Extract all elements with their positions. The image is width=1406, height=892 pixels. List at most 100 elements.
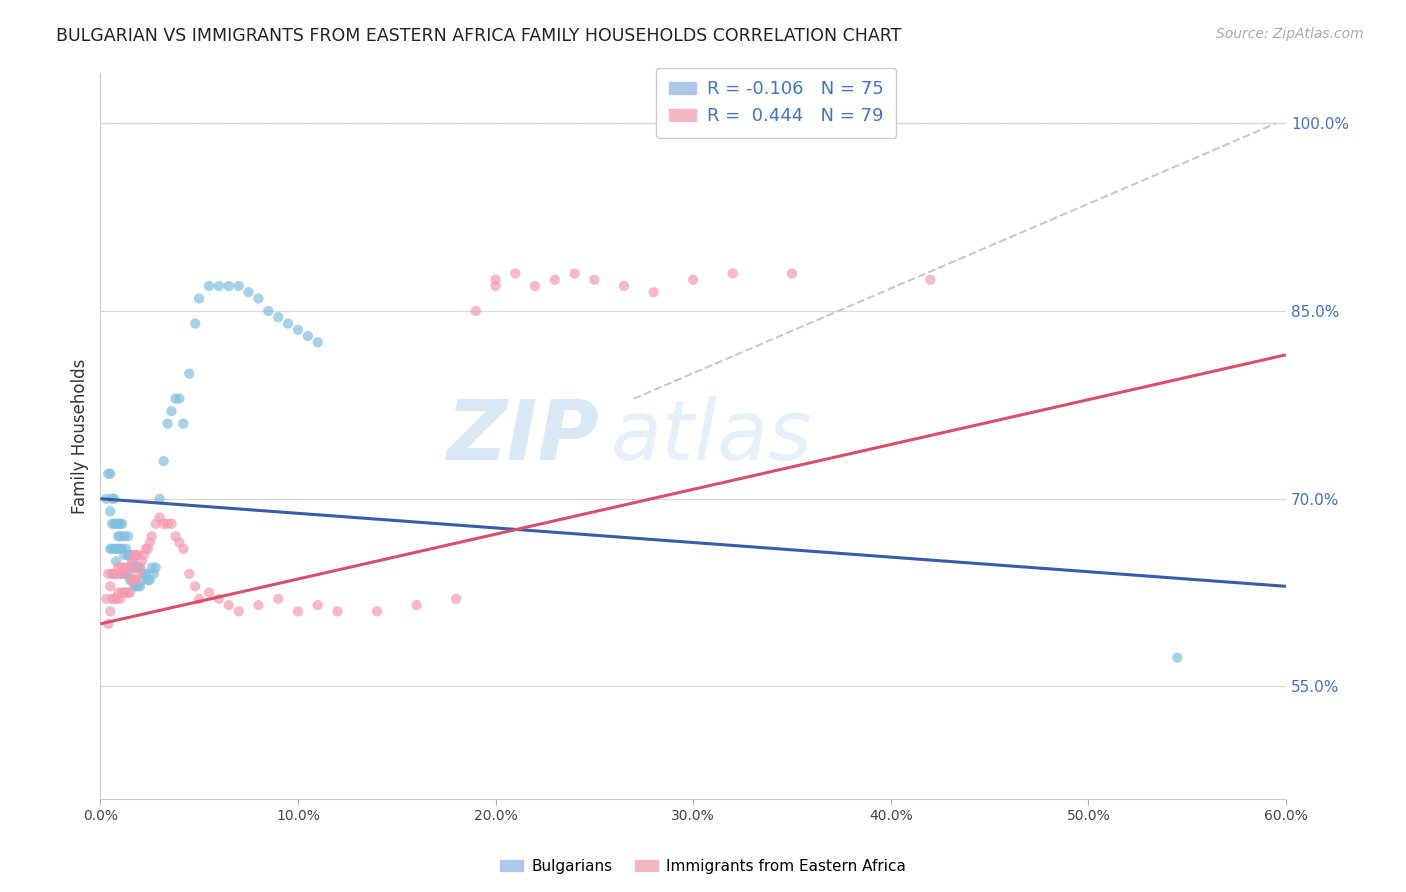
Point <box>172 417 194 431</box>
Legend: R = -0.106   N = 75, R =  0.444   N = 79: R = -0.106 N = 75, R = 0.444 N = 79 <box>657 68 896 138</box>
Point <box>117 560 139 574</box>
Point <box>107 541 129 556</box>
Point <box>484 279 506 293</box>
Point <box>96 591 118 606</box>
Point <box>160 404 183 418</box>
Point <box>267 591 290 606</box>
Point <box>112 560 135 574</box>
Point <box>121 573 143 587</box>
Point <box>145 516 167 531</box>
Point <box>228 604 250 618</box>
Point <box>111 560 134 574</box>
Point <box>121 573 143 587</box>
Point <box>179 367 201 381</box>
Point <box>136 573 159 587</box>
Point <box>103 566 125 581</box>
Point <box>107 585 129 599</box>
Point <box>117 566 139 581</box>
Point <box>97 566 120 581</box>
Point <box>307 335 329 350</box>
Point <box>127 566 149 581</box>
Point <box>135 566 157 581</box>
Point <box>141 560 163 574</box>
Text: ZIP: ZIP <box>446 396 599 476</box>
Point <box>98 467 121 481</box>
Point <box>107 560 129 574</box>
Point <box>366 604 388 618</box>
Point <box>115 585 138 599</box>
Point <box>721 267 744 281</box>
Point <box>117 529 139 543</box>
Point <box>267 310 290 325</box>
Point <box>188 591 211 606</box>
Point <box>152 454 174 468</box>
Point <box>583 273 606 287</box>
Point <box>111 585 134 599</box>
Point <box>156 417 179 431</box>
Point <box>136 541 159 556</box>
Point <box>101 591 124 606</box>
Point <box>179 566 201 581</box>
Point <box>228 279 250 293</box>
Point <box>122 573 145 587</box>
Point <box>121 554 143 568</box>
Point <box>326 604 349 618</box>
Point <box>1166 650 1188 665</box>
Point <box>780 267 803 281</box>
Point <box>165 392 187 406</box>
Y-axis label: Family Households: Family Households <box>72 359 89 514</box>
Point <box>122 560 145 574</box>
Point <box>97 467 120 481</box>
Point <box>105 554 128 568</box>
Point <box>405 598 427 612</box>
Text: atlas: atlas <box>610 396 811 476</box>
Point <box>505 267 527 281</box>
Point <box>112 529 135 543</box>
Point <box>125 579 148 593</box>
Point <box>108 591 131 606</box>
Point <box>643 285 665 300</box>
Point <box>125 548 148 562</box>
Point <box>172 541 194 556</box>
Point <box>107 516 129 531</box>
Point <box>208 591 231 606</box>
Point <box>101 541 124 556</box>
Point <box>257 304 280 318</box>
Point <box>184 317 207 331</box>
Point <box>108 566 131 581</box>
Point <box>111 516 134 531</box>
Point <box>544 273 567 287</box>
Point <box>98 504 121 518</box>
Point <box>112 585 135 599</box>
Point <box>198 279 221 293</box>
Point <box>115 566 138 581</box>
Point <box>118 560 141 574</box>
Point <box>287 604 309 618</box>
Point <box>277 317 299 331</box>
Point <box>307 598 329 612</box>
Point <box>613 279 636 293</box>
Point <box>132 548 155 562</box>
Point <box>127 548 149 562</box>
Point <box>117 585 139 599</box>
Point <box>218 598 240 612</box>
Point <box>139 535 162 549</box>
Point <box>115 541 138 556</box>
Point <box>127 560 149 574</box>
Point <box>139 573 162 587</box>
Point <box>105 591 128 606</box>
Point <box>188 292 211 306</box>
Point <box>122 548 145 562</box>
Point <box>169 392 191 406</box>
Point <box>118 573 141 587</box>
Point <box>135 541 157 556</box>
Point <box>141 529 163 543</box>
Point <box>131 554 153 568</box>
Point <box>103 591 125 606</box>
Point <box>152 516 174 531</box>
Point <box>101 516 124 531</box>
Point <box>128 560 150 574</box>
Point <box>297 329 319 343</box>
Point <box>98 579 121 593</box>
Point <box>564 267 586 281</box>
